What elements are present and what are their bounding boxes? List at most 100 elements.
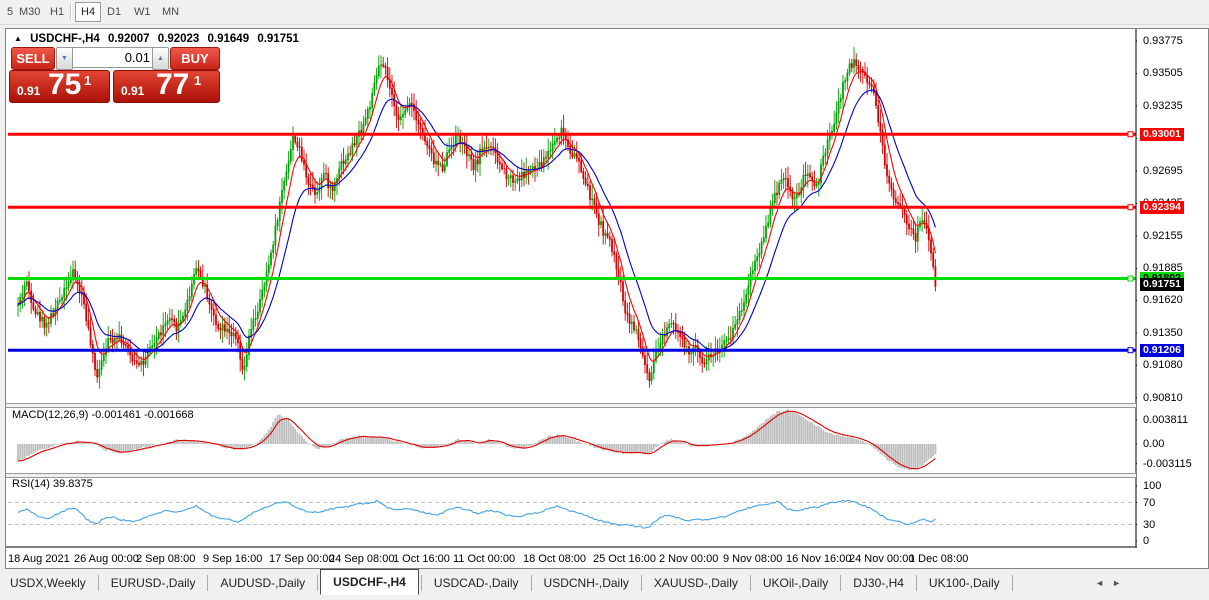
time-axis-label: 24 Nov 00:00: [849, 553, 915, 565]
toolbar-separator: [70, 3, 72, 19]
chart-canvas: [6, 29, 1208, 552]
chart-title: ▲ USDCHF-,H4 0.92007 0.92023 0.91649 0.9…: [14, 33, 304, 45]
chart-tabs-bar: USDX,Weekly EURUSD-,Daily AUDUSD-,Daily USD…: [0, 568, 1209, 597]
ask-price-big: 77: [156, 68, 190, 101]
time-axis-label: 18 Aug 2021: [8, 553, 70, 565]
time-axis-label: 24 Sep 08:00: [329, 553, 395, 565]
volume-increase-button[interactable]: ▲: [152, 47, 169, 70]
ohlc-close: 0.91751: [257, 33, 299, 45]
chart-tab-dj30-h4[interactable]: DJ30-,H4: [853, 576, 904, 590]
price-tick-label: 0.91620: [1143, 294, 1183, 307]
price-tick-label: 0.91350: [1143, 326, 1183, 339]
price-tick-label: 0.90810: [1143, 391, 1183, 404]
macd-panel-splitter[interactable]: [6, 403, 1136, 408]
timeframe-toolbar: 5 M30 H1 H4 D1 W1 MN: [0, 0, 1209, 25]
level-price-tag-0.93001: 0.93001: [1140, 127, 1184, 141]
time-axis-label: 11 Oct 00:00: [453, 553, 516, 565]
time-axis-label: 2 Sep 08:00: [136, 553, 196, 565]
time-axis-label: 18 Oct 08:00: [523, 553, 586, 565]
level-line-handle[interactable]: [1127, 275, 1134, 282]
chart-tab-audusd-daily[interactable]: AUDUSD-,Daily: [220, 576, 306, 590]
price-tick-label: 0.91080: [1143, 359, 1183, 372]
time-axis-label: 9 Nov 08:00: [723, 553, 783, 565]
bid-price-sup: 1: [84, 73, 92, 88]
macd-tick-label: 0.00: [1143, 438, 1165, 450]
tab-separator: [207, 575, 209, 591]
time-axis-label: 9 Sep 16:00: [203, 553, 263, 565]
tab-separator: [1011, 575, 1013, 591]
chart-tab-uk100-daily[interactable]: UK100-,Daily: [928, 576, 1000, 590]
chart-tab-usdcnh-daily[interactable]: USDCNH-,Daily: [543, 576, 629, 590]
ask-price-sup: 1: [194, 73, 202, 88]
ohlc-high: 0.92023: [157, 33, 200, 45]
price-tick-label: 0.92695: [1143, 164, 1183, 177]
ohlc-low: 0.91649: [207, 33, 250, 45]
time-axis-label: 1 Oct 16:00: [393, 553, 450, 565]
price-tick-label: 0.92155: [1143, 229, 1183, 242]
rsi-tick-label: 30: [1143, 518, 1156, 531]
symbol-period-label: USDCHF-,H4: [30, 33, 100, 45]
timeframe-button-w1[interactable]: W1: [134, 6, 151, 18]
rsi-tick-label: 70: [1143, 496, 1156, 509]
ma-slow-line: [17, 89, 936, 353]
ma-fast-line: [17, 71, 936, 362]
chart-tab-usdcad-daily[interactable]: USDCAD-,Daily: [433, 576, 519, 590]
rsi-panel-splitter[interactable]: [6, 473, 1136, 478]
timeframe-button-d1[interactable]: D1: [107, 6, 122, 18]
chart-window: ▲ USDCHF-,H4 0.92007 0.92023 0.91649 0.9…: [5, 28, 1209, 569]
sell-button[interactable]: SELL: [11, 47, 55, 70]
bid-price-box[interactable]: 0.91 75 1: [9, 68, 110, 103]
volume-decrease-button[interactable]: ▼: [56, 47, 73, 70]
candles-up-bodies: [17, 59, 924, 382]
price-tick-label: 0.93775: [1143, 35, 1183, 47]
time-axis: 18 Aug 2021 26 Aug 00:00 2 Sep 08:00 9 Sep …: [6, 548, 1136, 568]
tab-separator: [915, 575, 917, 591]
timeframe-button-h4[interactable]: H4: [75, 2, 102, 22]
level-price-tag-0.92394: 0.92394: [1140, 200, 1184, 214]
macd-signal-line: [17, 410, 936, 470]
timeframe-button-m30[interactable]: M30: [19, 6, 41, 18]
macd-tick-label: -0.003115: [1143, 457, 1192, 470]
candles-down-wicks: [28, 53, 936, 388]
time-axis-label: 2 Nov 00:00: [659, 553, 719, 565]
level-line-handle[interactable]: [1127, 131, 1134, 138]
bid-price-prefix: 0.91: [17, 84, 41, 98]
price-tick-label: 0.93235: [1143, 99, 1183, 112]
level-line-handle[interactable]: [1127, 204, 1134, 211]
tabs-scroll-left-icon[interactable]: ◄: [1095, 578, 1105, 588]
chart-tab-xauusd-daily[interactable]: XAUUSD-,Daily: [653, 576, 738, 590]
time-axis-label: 26 Aug 00:00: [74, 553, 139, 565]
buy-button[interactable]: BUY: [170, 47, 220, 70]
price-tick-label: 0.93505: [1143, 67, 1183, 80]
ohlc-open: 0.92007: [107, 33, 150, 45]
current-price-tag: 0.91751: [1140, 278, 1184, 292]
tab-separator: [317, 575, 319, 591]
chart-tab-ukoil-daily[interactable]: UKOil-,Daily: [762, 576, 829, 590]
time-axis-label: 17 Sep 00:00: [269, 553, 335, 565]
tab-separator: [749, 575, 751, 591]
level-line-handle[interactable]: [1127, 347, 1134, 354]
rsi-tick-label: 0: [1143, 535, 1150, 547]
tab-separator: [420, 575, 422, 591]
volume-input[interactable]: [72, 47, 154, 68]
price-axis: 0.937750.935050.932350.929650.926950.924…: [1137, 29, 1208, 568]
one-click-collapse-icon[interactable]: ▲: [14, 34, 22, 43]
ask-price-prefix: 0.91: [121, 84, 145, 98]
chart-tab-eurusd-daily[interactable]: EURUSD-,Daily: [110, 576, 196, 590]
bid-price-big: 75: [48, 68, 82, 101]
timeframe-button-mn[interactable]: MN: [162, 6, 180, 18]
tab-separator: [530, 575, 532, 591]
time-axis-label: 16 Nov 16:00: [786, 553, 852, 565]
rsi-tick-label: 100: [1143, 480, 1162, 492]
macd-tick-label: 0.003811: [1143, 413, 1189, 426]
timeframe-button-5[interactable]: 5: [7, 6, 14, 18]
ask-price-box[interactable]: 0.91 77 1: [113, 68, 220, 103]
timeframe-button-h1[interactable]: H1: [50, 6, 65, 18]
chart-tab-usdx-weekly[interactable]: USDX,Weekly: [10, 576, 86, 590]
chart-tab-usdchf-h4[interactable]: USDCHF-,H4: [320, 568, 419, 595]
rsi-indicator-label: RSI(14) 39.8375: [12, 478, 93, 490]
tabs-scroll-right-icon[interactable]: ►: [1112, 578, 1121, 588]
tab-scroll-arrows: ◄ ►: [1095, 578, 1121, 588]
time-axis-label: 1 Dec 08:00: [909, 553, 969, 565]
macd-indicator-label: MACD(12,26,9) -0.001461 -0.001668: [12, 409, 194, 421]
